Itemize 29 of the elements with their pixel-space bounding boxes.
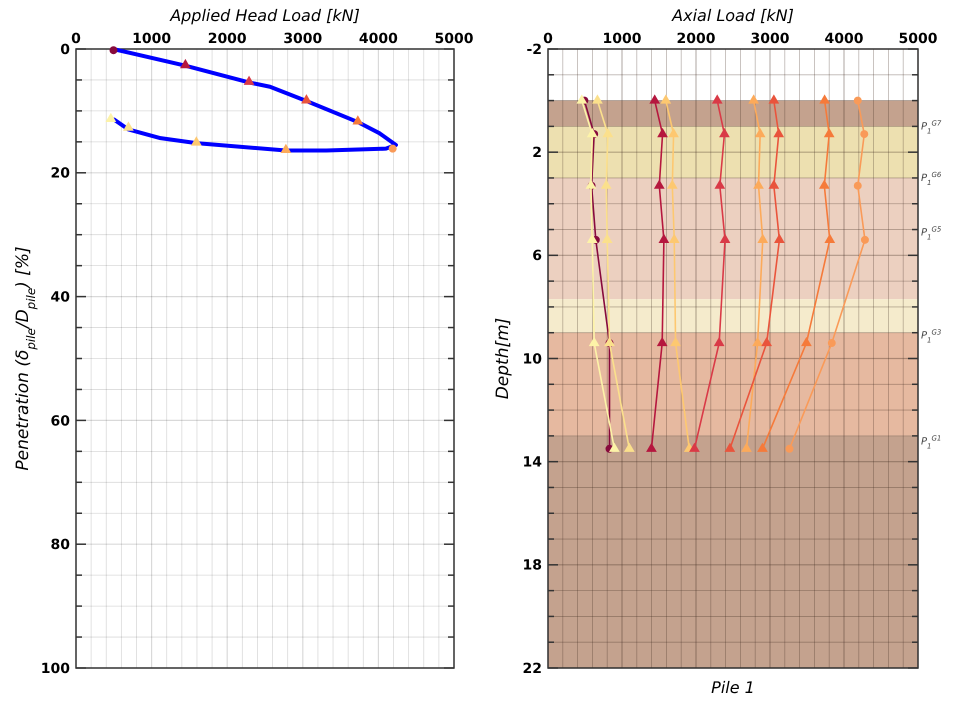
y-tick-label: 22 [522, 660, 542, 677]
y-tick-label: 100 [40, 660, 70, 677]
y-tick-label: 6 [532, 248, 542, 264]
y-axis-title: Depth[m] [493, 318, 513, 400]
x-tick-label: 0 [71, 31, 82, 47]
x-tick-label: 4000 [824, 31, 864, 47]
x-axis-title: Applied Head Load [kN] [169, 6, 360, 25]
x-tick-label: 0 [543, 31, 554, 47]
y-tick-label: 0 [60, 42, 70, 58]
y-tick-label: 14 [522, 454, 542, 471]
x-tick-label: 5000 [898, 31, 938, 47]
x-tick-label: 5000 [434, 31, 474, 47]
y-tick-label: -2 [526, 42, 542, 58]
x-tick-label: 4000 [358, 31, 398, 47]
x-tick-label: 2000 [676, 31, 716, 47]
y-tick-label: 10 [522, 351, 542, 368]
y-tick-label: 60 [50, 413, 70, 430]
x-tick-label: 1000 [602, 31, 642, 47]
text: Pile 1 [711, 678, 755, 697]
x-tick-label: 1000 [132, 31, 172, 47]
x-axis-title: Axial Load [kN] [671, 6, 794, 25]
y-tick-label: 18 [522, 558, 542, 574]
x-tick-label: 2000 [208, 31, 247, 47]
x-tick-label: 3000 [283, 31, 323, 47]
y-tick-label: 80 [50, 537, 70, 554]
x-tick-label: 3000 [750, 31, 790, 47]
y-tick-label: 2 [532, 145, 542, 162]
y-tick-label: 40 [50, 290, 70, 306]
y-tick-label: 20 [50, 166, 70, 182]
